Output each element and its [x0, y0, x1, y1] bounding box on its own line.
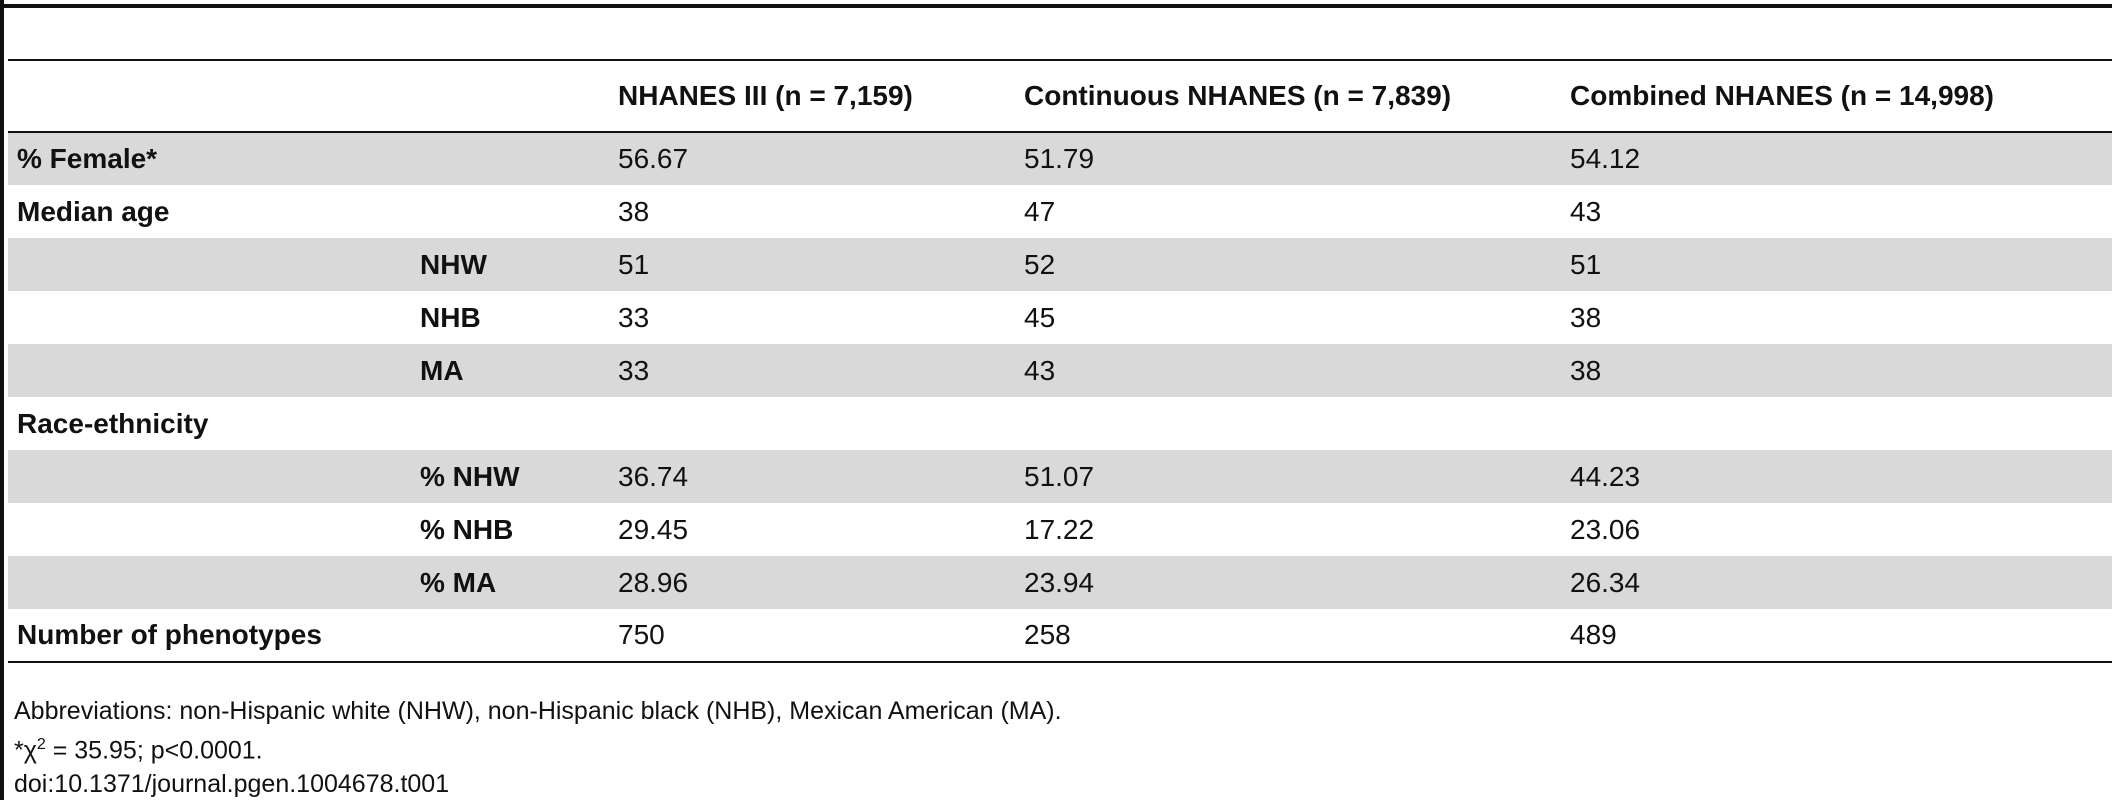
table-cell: 51.79	[1024, 143, 1095, 174]
table-row: % NHW 36.74 51.07 44.23	[8, 450, 2112, 503]
demographics-table: NHANES III (n = 7,159) Continuous NHANES…	[8, 59, 2112, 663]
statistic-superscript: 2	[36, 736, 46, 753]
table-cell: 43	[1570, 195, 1602, 227]
statistic-prefix: *χ	[14, 736, 37, 765]
table-cell: 26.34	[1570, 566, 1641, 598]
header-cell-nhanes-iii: NHANES III (n = 7,159)	[618, 59, 1024, 133]
table-row: % MA 28.96 23.94 26.34	[8, 556, 2112, 609]
row-sublabel	[420, 185, 618, 238]
table-row: MA 33 43 38	[8, 344, 2112, 397]
table-footnotes: Abbreviations: non-Hispanic white (NHW),…	[14, 694, 1062, 801]
table-container: NHANES III (n = 7,159) Continuous NHANES…	[8, 59, 2112, 663]
table-cell	[618, 397, 1024, 450]
header-row: NHANES III (n = 7,159) Continuous NHANES…	[8, 59, 2112, 133]
table-cell: 54.12	[1570, 143, 1641, 174]
table-cell: 258	[1024, 619, 1071, 650]
row-label	[8, 344, 420, 397]
table-cell: 29.45	[618, 513, 689, 545]
table-cell	[1024, 397, 1570, 450]
table-row: Median age 38 47 43	[8, 185, 2112, 238]
row-sublabel: MA	[420, 354, 464, 386]
table-cell: 44.23	[1570, 460, 1641, 492]
row-sublabel	[420, 397, 618, 450]
abbreviations-note: Abbreviations: non-Hispanic white (NHW),…	[14, 697, 1062, 725]
row-sublabel: % NHB	[420, 513, 514, 545]
table-cell: 38	[1570, 354, 1602, 386]
top-rule	[4, 4, 2112, 8]
table-cell: 33	[618, 301, 650, 333]
row-sublabel: NHB	[420, 301, 481, 333]
table-cell: 45	[1024, 301, 1056, 333]
statistic-text: = 35.95; p<0.0001.	[45, 736, 263, 765]
header-cell-continuous-nhanes: Continuous NHANES (n = 7,839)	[1024, 59, 1570, 133]
row-label: % Female*	[17, 143, 158, 174]
table-row: NHW 51 52 51	[8, 238, 2112, 291]
row-label	[8, 238, 420, 291]
header-cell	[8, 59, 420, 133]
row-label	[8, 291, 420, 344]
table-cell: 28.96	[618, 566, 689, 598]
row-sublabel: % MA	[420, 566, 497, 598]
table-row: NHB 33 45 38	[8, 291, 2112, 344]
table-cell: 51	[1570, 248, 1602, 280]
row-sublabel: NHW	[420, 248, 487, 280]
table-cell: 38	[618, 195, 650, 227]
row-label: Median age	[17, 195, 170, 227]
row-sublabel	[420, 132, 618, 185]
table-row: % Female* 56.67 51.79 54.12	[8, 132, 2112, 185]
table-cell: 36.74	[618, 460, 689, 492]
table-cell: 38	[1570, 301, 1602, 333]
table-cell: 51	[618, 248, 650, 280]
table-cell: 56.67	[618, 143, 689, 174]
table-cell: 51.07	[1024, 460, 1095, 492]
table-row: Race-ethnicity	[8, 397, 2112, 450]
table-cell	[1570, 397, 2112, 450]
table-cell: 47	[1024, 195, 1056, 227]
row-sublabel	[420, 609, 618, 662]
table-row: Number of phenotypes 750 258 489	[8, 609, 2112, 662]
table-cell: 23.94	[1024, 566, 1095, 598]
table-cell: 43	[1024, 354, 1056, 386]
table-cell: 23.06	[1570, 513, 1641, 545]
table-cell: 489	[1570, 619, 1617, 650]
table-body: % Female* 56.67 51.79 54.12 Median age 38 47 43…	[8, 132, 2112, 662]
table-cell: 17.22	[1024, 513, 1095, 545]
row-label: Race-ethnicity	[17, 407, 209, 439]
table-row: % NHB 29.45 17.22 23.06	[8, 503, 2112, 556]
header-cell-combined-nhanes: Combined NHANES (n = 14,998)	[1570, 59, 2112, 133]
statistic-note: *χ2 = 35.95; p<0.0001.	[14, 728, 1062, 767]
row-sublabel: % NHW	[420, 460, 520, 492]
row-label	[8, 503, 420, 556]
row-label	[8, 450, 420, 503]
row-label: Number of phenotypes	[17, 619, 322, 650]
doi-note: doi:10.1371/journal.pgen.1004678.t001	[14, 770, 450, 799]
table-cell: 750	[618, 619, 665, 650]
header-cell	[420, 59, 618, 133]
table-cell: 33	[618, 354, 650, 386]
row-label	[8, 556, 420, 609]
table-cell: 52	[1024, 248, 1056, 280]
